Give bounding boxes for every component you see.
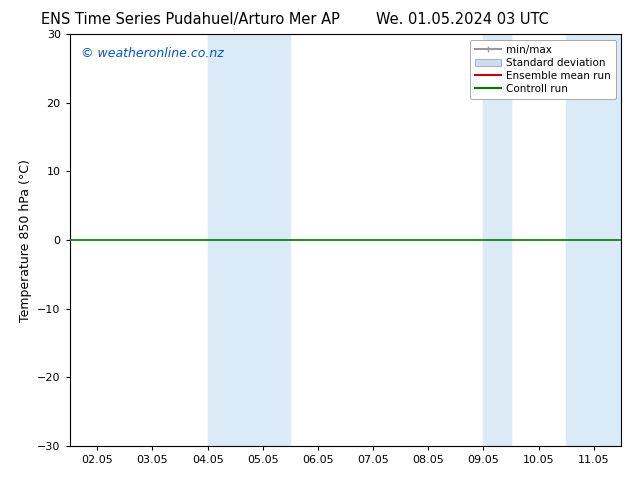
Bar — [207, 34, 290, 446]
Bar — [483, 34, 511, 446]
Bar — [566, 34, 621, 446]
Legend: min/max, Standard deviation, Ensemble mean run, Controll run: min/max, Standard deviation, Ensemble me… — [470, 40, 616, 99]
Text: ENS Time Series Pudahuel/Arturo Mer AP: ENS Time Series Pudahuel/Arturo Mer AP — [41, 12, 340, 27]
Y-axis label: Temperature 850 hPa (°C): Temperature 850 hPa (°C) — [18, 159, 32, 321]
Text: © weatheronline.co.nz: © weatheronline.co.nz — [81, 47, 224, 60]
Text: We. 01.05.2024 03 UTC: We. 01.05.2024 03 UTC — [377, 12, 549, 27]
